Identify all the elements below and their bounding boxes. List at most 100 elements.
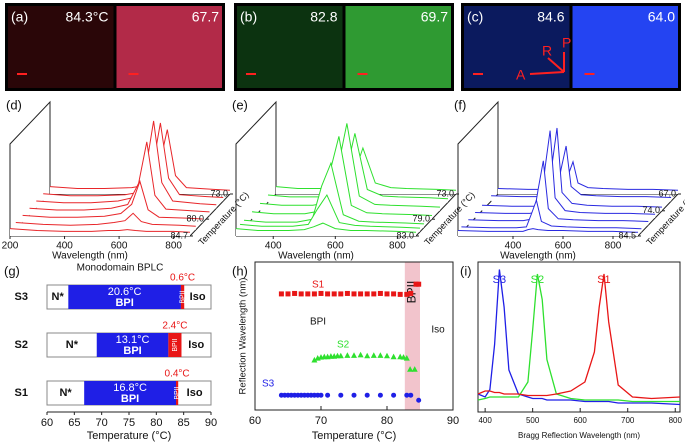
- axis-arrow: [547, 57, 565, 73]
- panel-label: (e): [232, 97, 248, 112]
- series-label: S3: [493, 274, 506, 286]
- axis-letter: R: [542, 43, 552, 59]
- marker: [384, 291, 390, 297]
- category-label: S2: [15, 339, 28, 351]
- series-label: S1: [597, 274, 610, 286]
- region-label: N*: [66, 339, 79, 351]
- x-tick-label: 800: [605, 241, 622, 252]
- marker: [416, 281, 422, 287]
- marker: [331, 291, 337, 297]
- marker: [404, 392, 410, 398]
- image-temperature: 82.8: [310, 9, 337, 25]
- spectrum: [22, 179, 203, 220]
- bpii-value-label: 0.4°C: [165, 369, 190, 380]
- x-axis-title: Wavelength (nm): [52, 251, 128, 262]
- marker: [370, 352, 377, 358]
- image-temperature: 84.3°C: [66, 9, 109, 25]
- category-label: S1: [15, 387, 28, 399]
- spectrum: [235, 222, 417, 233]
- marker: [358, 291, 364, 297]
- marker: [357, 351, 364, 358]
- panel-label: (f): [454, 97, 466, 112]
- marker: [351, 291, 357, 297]
- category-label: S3: [15, 291, 28, 303]
- panel-label: (d): [6, 97, 22, 112]
- z-tick-label: 80.0: [187, 214, 205, 224]
- bpii-bar: [168, 333, 182, 357]
- marker: [384, 352, 390, 359]
- marker: [408, 392, 414, 398]
- x-axis-title: Wavelength (nm): [500, 251, 576, 262]
- marker: [397, 291, 403, 297]
- region-label: Iso: [190, 291, 206, 303]
- x-tick-label: 800: [669, 416, 683, 425]
- panel-label: (c): [467, 9, 483, 25]
- axis-letter: P: [562, 35, 571, 51]
- spectrum: [239, 193, 421, 229]
- marker: [285, 291, 291, 297]
- spectrum: [477, 269, 681, 406]
- x-tick-label: 800: [389, 241, 406, 252]
- z-tick-label: 79.0: [412, 214, 430, 224]
- marker: [413, 281, 419, 287]
- spectrum: [475, 130, 656, 215]
- image-temperature: 84.6: [537, 9, 564, 25]
- spectrum-fill: [252, 136, 432, 220]
- x-tick-label: 600: [574, 416, 588, 425]
- x-tick-label: 75: [123, 417, 135, 429]
- bpii-bar: [176, 381, 179, 405]
- marker: [408, 290, 414, 296]
- marker: [364, 392, 370, 398]
- marker: [407, 366, 414, 372]
- x-axis-title: Wavelength (nm): [278, 251, 354, 262]
- series-label: S2: [531, 274, 544, 286]
- region-label: N*: [52, 291, 65, 303]
- bpii-label: BPII: [174, 386, 181, 399]
- spectrum: [481, 127, 663, 208]
- marker: [351, 392, 357, 398]
- marker: [338, 392, 344, 398]
- z-tick-label: 73.0: [436, 188, 454, 198]
- marker: [325, 392, 331, 398]
- marker: [311, 356, 318, 363]
- z-tick-label: 84.5: [618, 230, 636, 240]
- plot-frame: [254, 261, 454, 411]
- panel-label: (a): [11, 9, 28, 25]
- x-tick-label: 65: [68, 417, 80, 429]
- x-tick-label: 400: [56, 241, 73, 252]
- marker: [411, 366, 418, 372]
- x-tick-label: 600: [555, 241, 572, 252]
- x-tick-label: 700: [621, 416, 635, 425]
- image-temperature: 64.0: [648, 9, 675, 25]
- marker: [318, 392, 324, 398]
- spectrum-fill: [244, 163, 424, 228]
- x-tick-label: 400: [265, 241, 282, 252]
- y-axis-title: Reflection Wavelength (nm): [238, 278, 249, 395]
- marker: [344, 290, 350, 296]
- spectrum: [251, 136, 433, 216]
- panel-label: (g): [4, 263, 20, 278]
- bpi-label: BPI: [123, 345, 141, 357]
- marker: [311, 291, 317, 297]
- spectrum: [477, 273, 680, 403]
- bpi-value-label: 13.1°C: [116, 334, 150, 346]
- x-axis-title: Bragg Reflection Wavelength (nm): [518, 431, 640, 440]
- x-tick-label: 60: [249, 415, 261, 427]
- x-tick-label: 500: [526, 416, 540, 425]
- marker: [416, 397, 422, 403]
- region-label: N*: [59, 387, 72, 399]
- marker: [377, 352, 384, 358]
- plot-frame: [477, 261, 681, 413]
- chart-title: Monodomain BPLC: [77, 263, 164, 274]
- z-tick-label: 74.0: [642, 205, 660, 215]
- annotation: BPI: [310, 317, 326, 328]
- marker: [351, 352, 357, 358]
- x-tick-label: 600: [327, 241, 344, 252]
- bpi-value-label: 16.8°C: [113, 382, 147, 394]
- axis-letter: A: [516, 67, 526, 83]
- x-tick-label: 85: [178, 417, 190, 429]
- bpii-value-label: 2.4°C: [162, 321, 187, 332]
- bpii-value-label: 0.6°C: [170, 273, 195, 284]
- marker: [278, 291, 284, 297]
- marker: [404, 291, 410, 297]
